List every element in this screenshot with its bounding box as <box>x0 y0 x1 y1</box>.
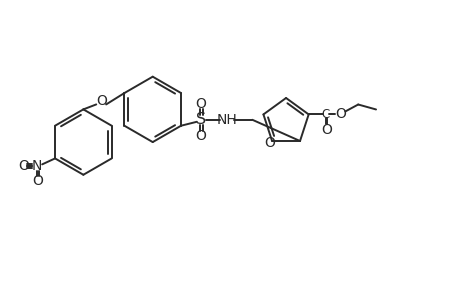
Text: N: N <box>32 159 42 173</box>
Text: O: O <box>195 129 206 142</box>
Text: O: O <box>334 107 345 122</box>
Text: O: O <box>264 136 275 150</box>
Text: O: O <box>320 123 331 137</box>
Text: O: O <box>95 94 106 109</box>
Text: O: O <box>32 174 43 188</box>
Text: C: C <box>321 108 329 121</box>
Text: O: O <box>18 159 29 173</box>
Text: NH: NH <box>216 113 236 127</box>
Text: S: S <box>196 112 206 127</box>
Text: O: O <box>195 97 206 111</box>
